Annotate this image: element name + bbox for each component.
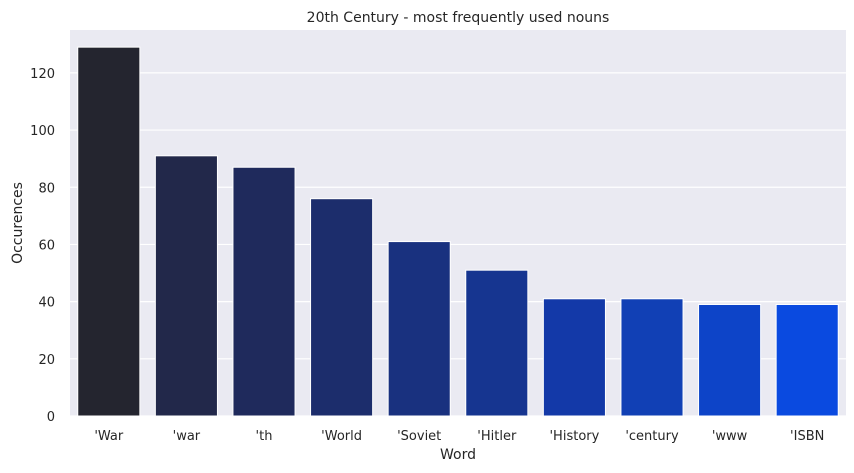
bar	[232, 166, 296, 417]
y-tick-label: 0	[47, 410, 55, 425]
bar	[310, 198, 374, 417]
x-tick-label: 'Hitler	[477, 429, 517, 444]
bar	[77, 46, 141, 417]
y-axis-ticks: 0 20 40 60 80 100 120	[30, 67, 55, 425]
chart-title: 20th Century - most frequently used noun…	[307, 10, 610, 26]
x-tick-label: 'Soviet	[397, 429, 441, 444]
y-tick-label: 120	[30, 67, 55, 82]
y-tick-label: 80	[38, 181, 55, 196]
bar	[620, 298, 684, 417]
x-tick-label: 'war	[173, 429, 201, 444]
y-tick-label: 60	[38, 238, 55, 253]
x-tick-label: 'World	[321, 429, 362, 444]
y-tick-label: 20	[38, 353, 55, 368]
x-tick-label: 'www	[712, 429, 748, 444]
bar	[542, 298, 606, 417]
x-axis-label: Word	[440, 447, 476, 463]
y-tick-label: 100	[30, 124, 55, 139]
x-tick-label: 'th	[256, 429, 273, 444]
x-tick-label: 'History	[549, 429, 599, 444]
bar	[154, 155, 218, 417]
bar	[387, 241, 451, 417]
bars	[77, 46, 839, 417]
x-tick-label: 'War	[94, 429, 124, 444]
bar	[698, 303, 762, 417]
bar	[465, 269, 529, 417]
bar	[775, 303, 839, 417]
x-axis-ticks: 'War 'war 'th 'World 'Soviet 'Hitler 'History '…	[94, 429, 824, 444]
y-tick-label: 40	[38, 296, 55, 311]
x-tick-label: 'century	[625, 429, 679, 444]
x-tick-label: 'ISBN	[790, 429, 824, 444]
y-axis-label: Occurences	[10, 182, 26, 264]
